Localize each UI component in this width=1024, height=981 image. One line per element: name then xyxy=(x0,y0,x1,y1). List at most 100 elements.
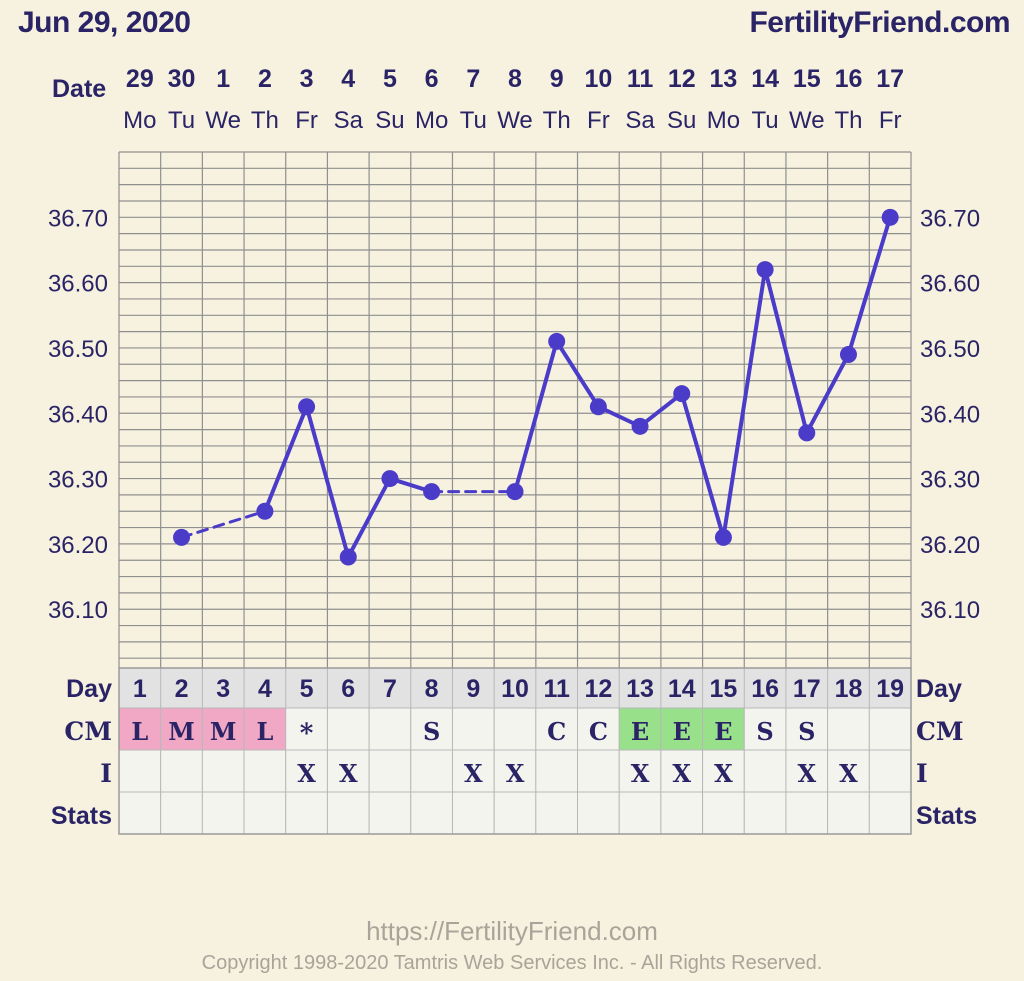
row-label-left-day: Day xyxy=(66,675,112,703)
cm-value: S xyxy=(423,717,440,746)
table-cell-i xyxy=(201,749,245,793)
cm-value: C xyxy=(589,717,608,746)
temperature-segment xyxy=(846,215,893,357)
table-cell-cm xyxy=(326,707,370,751)
table-outline xyxy=(118,667,912,835)
cm-value: C xyxy=(547,717,566,746)
cycle-day-label: 4 xyxy=(258,675,272,703)
date-label: 30 xyxy=(168,65,196,93)
cycle-day-label: 14 xyxy=(668,675,696,703)
table-cell-cm xyxy=(285,707,328,751)
cycle-day-label: 17 xyxy=(793,675,821,703)
table-cell-stats xyxy=(410,791,453,835)
temperature-point xyxy=(756,261,774,279)
intercourse-mark: X xyxy=(297,759,316,788)
table-cell-stats xyxy=(326,791,370,835)
cycle-day-label: 16 xyxy=(751,675,779,703)
date-label: 6 xyxy=(425,65,439,93)
table-cell-stats xyxy=(160,791,203,835)
date-label: 8 xyxy=(508,65,522,93)
cm-value: E xyxy=(673,717,691,746)
temperature-point xyxy=(673,385,691,403)
intercourse-mark: X xyxy=(506,759,525,788)
table-cell-stats xyxy=(535,791,579,835)
weekday-label: We xyxy=(789,107,825,134)
footer-copyright: Copyright 1998-2020 Tamtris Web Services… xyxy=(201,952,823,974)
table-cell-stats xyxy=(285,791,328,835)
intercourse-mark: X xyxy=(672,759,691,788)
table-cell-cm xyxy=(493,707,537,751)
weekday-label: Sa xyxy=(334,107,364,134)
weekday-label: Mo xyxy=(123,107,156,134)
table-cell-cm xyxy=(743,707,787,751)
table-cell-i xyxy=(535,749,579,793)
y-tick-label-left: 36.50 xyxy=(48,336,108,363)
y-tick-label-left: 36.10 xyxy=(48,597,108,624)
weekday-label: Sa xyxy=(625,107,655,134)
bbt-chart: 36.70 36.70 36.60 36.60 36.50 36.50 36.40 36.40… xyxy=(48,65,980,835)
date-label: 3 xyxy=(300,65,314,93)
temperature-segment xyxy=(304,404,351,559)
table-cell-i xyxy=(451,749,495,793)
weekday-label: Th xyxy=(834,107,862,134)
row-label-right-stats: Stats xyxy=(916,802,977,830)
temperature-point xyxy=(798,424,816,442)
row-label-right-cm: CM xyxy=(916,717,964,746)
weekday-label: Th xyxy=(543,107,571,134)
date-row-label: Date xyxy=(52,75,106,103)
weekday-label: Th xyxy=(251,107,279,134)
table-cell-stats xyxy=(118,791,162,835)
y-tick-label-right: 36.60 xyxy=(920,271,980,298)
table-cell-stats xyxy=(743,791,787,835)
cycle-day-label: 8 xyxy=(425,675,439,703)
weekday-label: Tu xyxy=(460,107,487,134)
table-cell-i xyxy=(410,749,453,793)
table-cell-i xyxy=(326,749,370,793)
temperature-point xyxy=(631,417,649,435)
temperature-point xyxy=(589,398,607,416)
cycle-day-label: 1 xyxy=(133,675,147,703)
y-tick-label-right: 36.20 xyxy=(920,532,980,559)
y-tick-label-right: 36.10 xyxy=(920,597,980,624)
table-cell-stats xyxy=(201,791,245,835)
temperature-point xyxy=(839,345,857,363)
cm-value: S xyxy=(798,717,815,746)
date-label: 12 xyxy=(668,65,696,93)
y-tick-label-right: 36.30 xyxy=(920,467,980,494)
table-cell-cm xyxy=(451,707,495,751)
y-tick-label-left: 36.40 xyxy=(48,401,108,428)
table-cell-cm xyxy=(201,707,245,751)
intercourse-mark: X xyxy=(464,759,483,788)
temperature-segment xyxy=(721,267,768,540)
temperature-segment xyxy=(804,352,851,435)
row-label-right-day: Day xyxy=(916,675,962,703)
y-tick-label-right: 36.50 xyxy=(920,336,980,363)
plot-area xyxy=(119,152,911,668)
table-cell-cm xyxy=(410,707,453,751)
table-cell-stats xyxy=(243,791,287,835)
date-label: 11 xyxy=(627,65,654,93)
table-cell-cm xyxy=(368,707,412,751)
date-label: 10 xyxy=(584,65,612,93)
chart-date-title: Jun 29, 2020 xyxy=(18,6,191,39)
cm-value: E xyxy=(714,717,732,746)
temperature-point xyxy=(548,332,566,350)
date-label: 16 xyxy=(835,65,863,93)
footer-url[interactable]: https://FertilityFriend.com xyxy=(366,916,658,946)
table-cell-i xyxy=(118,749,162,793)
intercourse-mark: X xyxy=(797,759,816,788)
weekday-label: We xyxy=(497,107,533,134)
table-cell-cm xyxy=(243,707,287,751)
table-cell-i xyxy=(868,749,912,793)
cm-value: * xyxy=(300,719,314,749)
weekday-label: Su xyxy=(667,107,696,134)
table-cell-i xyxy=(743,749,787,793)
intercourse-mark: X xyxy=(631,759,650,788)
intercourse-mark: X xyxy=(714,759,733,788)
site-name[interactable]: FertilityFriend.com xyxy=(749,6,1010,39)
date-label: 17 xyxy=(876,65,904,93)
temperature-point xyxy=(881,208,899,226)
date-label: 29 xyxy=(126,65,154,93)
table-cell-i xyxy=(827,749,870,793)
cm-value: M xyxy=(210,717,237,746)
